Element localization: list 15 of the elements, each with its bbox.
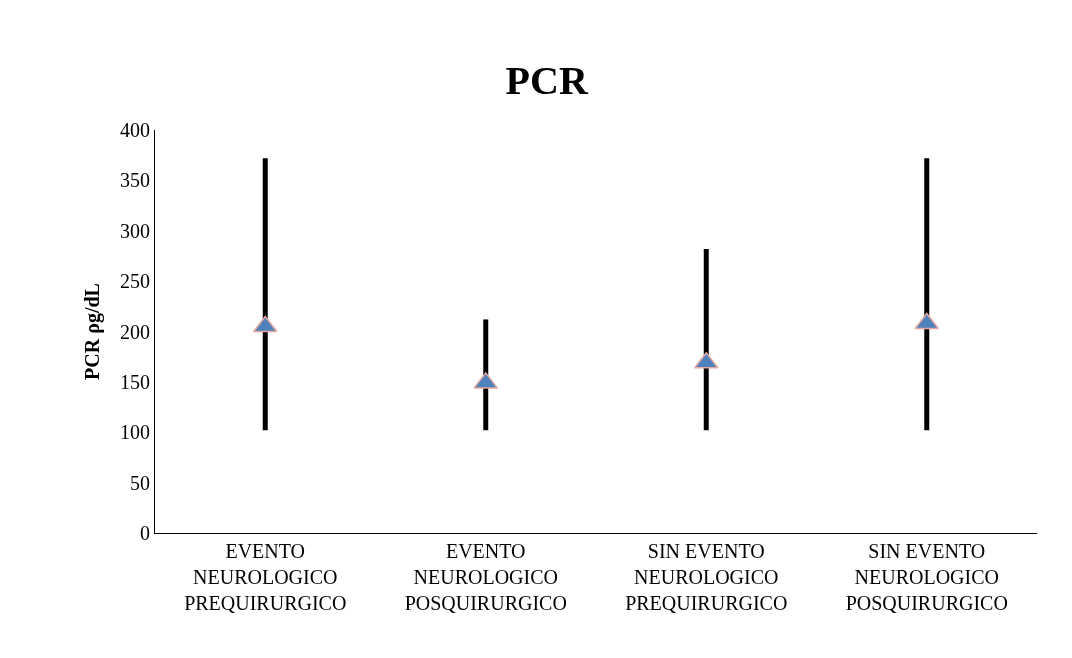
y-tick-label: 400 — [120, 119, 150, 141]
x-tick-label: SIN EVENTO NEUROLOGICO PREQUIRURGICO — [625, 540, 788, 614]
y-tick-label: 300 — [120, 219, 150, 242]
x-tick-label: EVENTO NEUROLOGICO PREQUIRURGICO — [184, 540, 347, 614]
y-axis-title: PCR ρg/dL — [80, 283, 104, 380]
y-tick-label: 50 — [130, 471, 150, 494]
y-tick-label: 350 — [120, 169, 150, 192]
x-tick-label: SIN EVENTO NEUROLOGICO POSQUIRURGICO — [845, 540, 1008, 614]
x-tick-label: EVENTO NEUROLOGICO POSQUIRURGICO — [404, 540, 567, 614]
y-tick-label: 200 — [120, 320, 150, 343]
y-tick-label: 100 — [120, 421, 150, 444]
chart-title: PCR — [505, 57, 589, 103]
y-tick-label: 150 — [120, 370, 150, 393]
y-tick-label: 0 — [140, 522, 150, 544]
y-tick-label: 250 — [120, 270, 150, 293]
